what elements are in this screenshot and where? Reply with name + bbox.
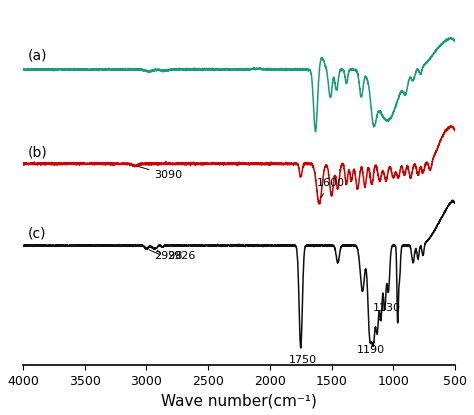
Text: (b): (b) — [28, 145, 47, 159]
Text: 1600: 1600 — [316, 178, 344, 198]
Text: (a): (a) — [28, 49, 47, 63]
X-axis label: Wave number(cm⁻¹): Wave number(cm⁻¹) — [161, 393, 317, 408]
Text: 1750: 1750 — [289, 354, 317, 364]
Text: (c): (c) — [28, 227, 46, 241]
Text: 2926: 2926 — [167, 251, 195, 261]
Text: 1190: 1190 — [356, 345, 384, 355]
Text: 1130: 1130 — [373, 303, 401, 320]
Text: 2998: 2998 — [155, 251, 183, 261]
Text: 3090: 3090 — [138, 166, 182, 181]
